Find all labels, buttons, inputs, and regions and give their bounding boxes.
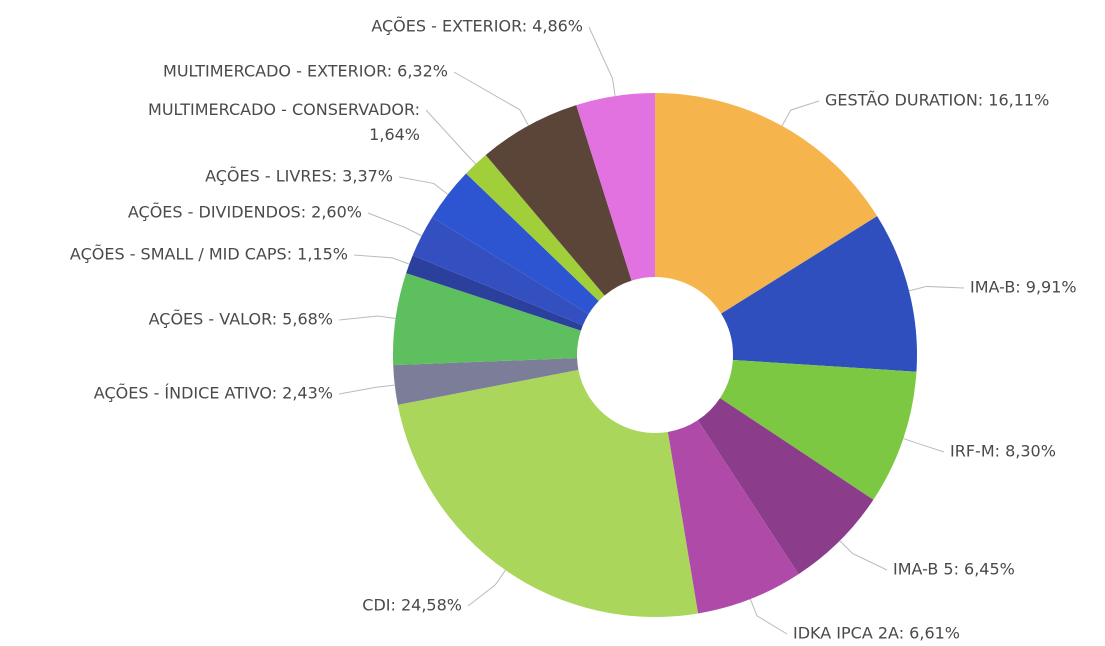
data-label: IRF-M: 8,30% — [950, 442, 1056, 461]
label-line: 1,64% — [369, 125, 420, 144]
slice — [397, 369, 699, 617]
data-label: AÇÕES - VALOR: 5,68% — [149, 310, 333, 329]
data-label: IDKA IPCA 2A: 6,61% — [793, 624, 960, 643]
leader-line — [453, 71, 529, 126]
slice — [576, 93, 655, 281]
leader-line — [588, 26, 616, 97]
leader-line — [353, 254, 410, 265]
label-line: MULTIMERCADO - CONSERVADOR: — [148, 100, 420, 119]
slice — [697, 398, 874, 575]
data-label: MULTIMERCADO - CONSERVADOR: 1,64% — [148, 100, 420, 144]
data-label: AÇÕES - ÍNDICE ATIVO: 2,43% — [94, 384, 333, 403]
slice — [721, 216, 917, 372]
leader-line — [367, 212, 422, 237]
leader-line — [903, 438, 945, 453]
data-label: AÇÕES - EXTERIOR: 4,86% — [371, 17, 583, 36]
slice — [485, 105, 632, 296]
leader-line — [839, 540, 888, 571]
data-label: AÇÕES - DIVIDENDOS: 2,60% — [128, 203, 362, 222]
data-label: MULTIMERCADO - EXTERIOR: 6,32% — [163, 62, 448, 81]
slice — [720, 359, 917, 500]
slice — [432, 173, 599, 314]
slice — [466, 155, 605, 301]
leader-line — [467, 569, 506, 607]
leader-line — [781, 100, 820, 127]
slice — [655, 93, 878, 314]
data-label: CDI: 24,58% — [362, 596, 462, 615]
slice — [406, 255, 583, 331]
data-label: AÇÕES - LIVRES: 3,37% — [205, 167, 393, 186]
data-label: IMA-B 5: 6,45% — [893, 560, 1015, 579]
leader-line — [338, 384, 395, 395]
slice — [667, 420, 799, 614]
slice — [393, 273, 581, 366]
leader-line — [425, 109, 477, 165]
leader-line — [398, 176, 449, 195]
data-label: IMA-B: 9,91% — [970, 278, 1077, 297]
leader-line — [908, 285, 965, 292]
leader-line — [749, 598, 788, 635]
slice — [412, 217, 589, 326]
data-label: GESTÃO DURATION: 16,11% — [825, 91, 1049, 110]
leader-line — [338, 315, 396, 321]
data-label: AÇÕES - SMALL / MID CAPS: 1,15% — [70, 245, 348, 264]
slice — [393, 358, 579, 405]
